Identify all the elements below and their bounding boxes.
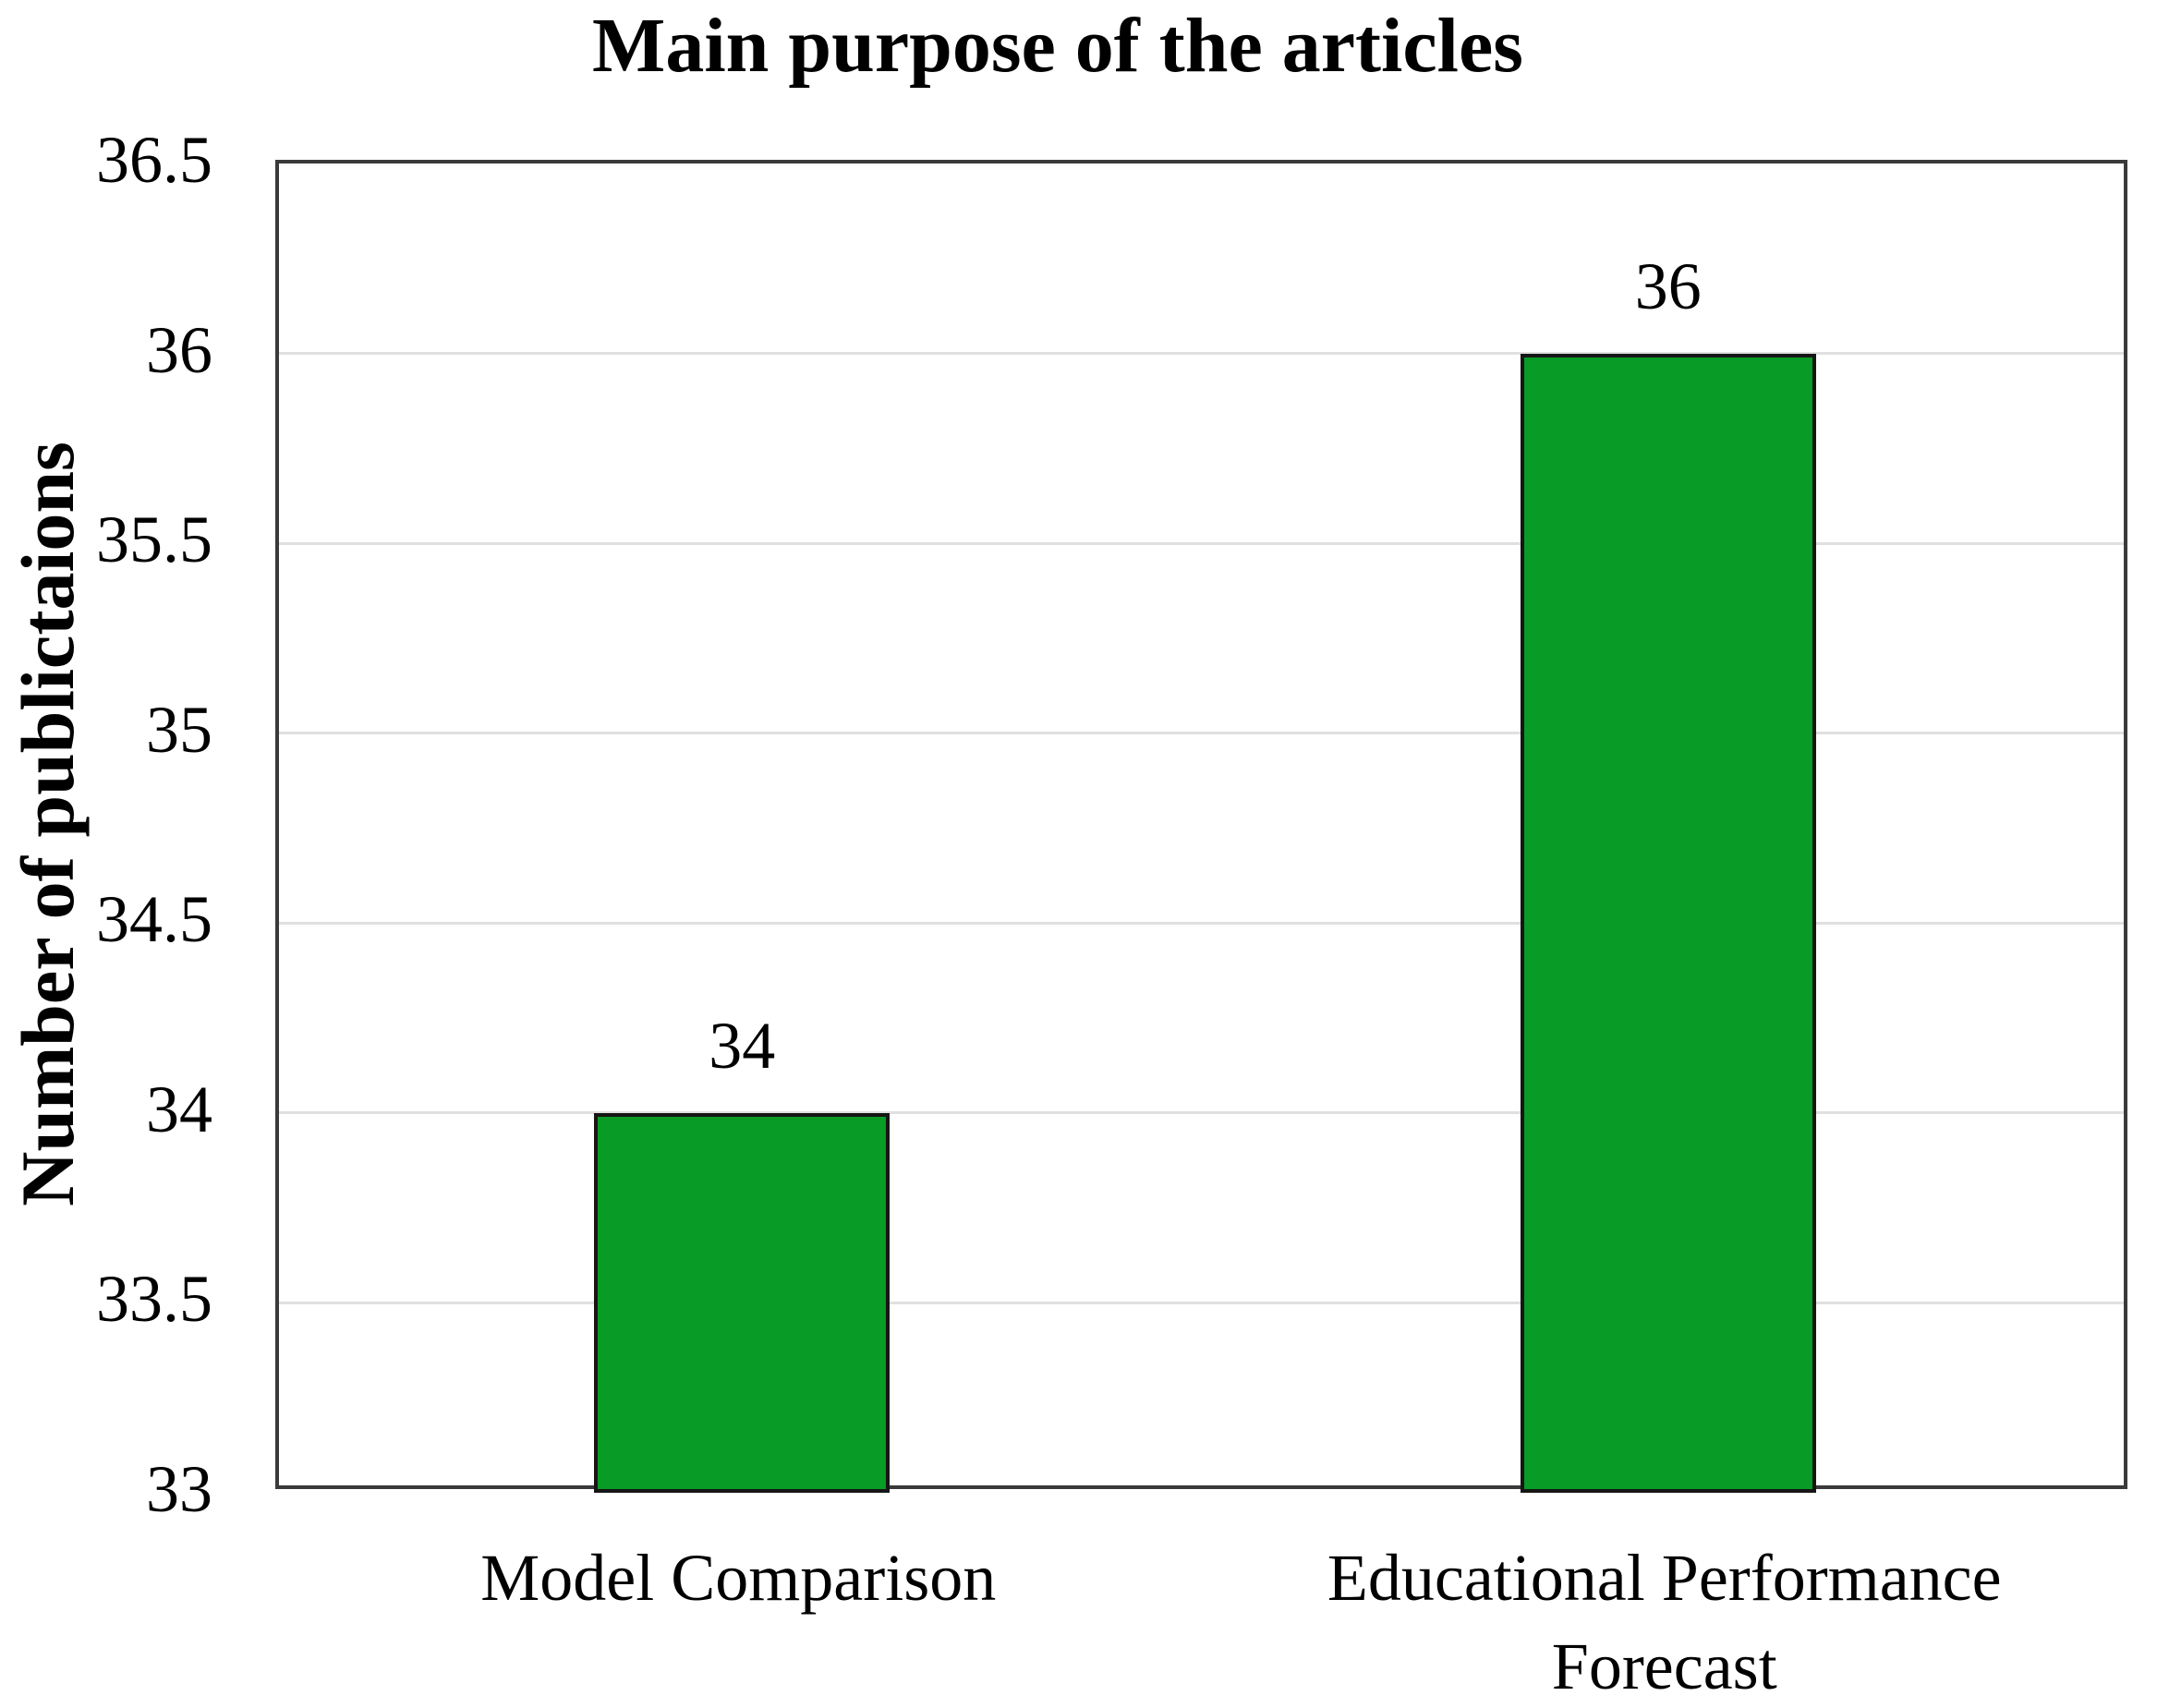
gridline xyxy=(279,1111,2124,1115)
y-tick-label: 34.5 xyxy=(96,882,212,957)
x-axis-label: Model Comparison xyxy=(480,1541,997,1615)
y-tick-label: 33.5 xyxy=(96,1262,212,1337)
y-tick-label: 36 xyxy=(146,312,212,387)
y-tick-label: 36.5 xyxy=(96,123,212,197)
y-tick-label: 35.5 xyxy=(96,503,212,577)
y-tick-label: 34 xyxy=(146,1072,212,1146)
gridline xyxy=(279,732,2124,735)
y-tick-label: 33 xyxy=(146,1452,212,1526)
bar xyxy=(594,1112,891,1493)
plot-area: 34 36 xyxy=(275,160,2127,1493)
bar-value-label: 36 xyxy=(1634,248,1702,323)
gridline xyxy=(279,1301,2124,1304)
bar xyxy=(1520,353,1816,1493)
gridline xyxy=(279,541,2124,545)
gridline xyxy=(279,352,2124,356)
gridline xyxy=(279,921,2124,925)
chart-title: Main purpose of the articles xyxy=(592,3,1523,89)
x-axis-label: Educational Performance Forecast xyxy=(1327,1541,2002,1703)
bar-value-label: 34 xyxy=(709,1008,776,1083)
y-tick-label: 35 xyxy=(146,692,212,767)
